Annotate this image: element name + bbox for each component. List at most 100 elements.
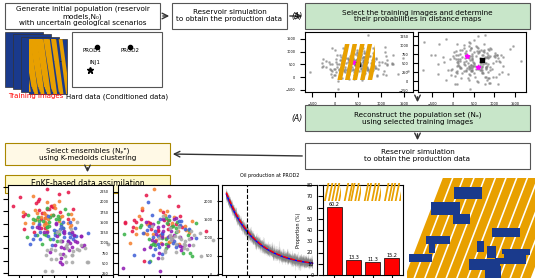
Point (471, 75, 479, 79)
Point (67, 227, 75, 231)
Point (477, 61, 485, 65)
Point (170, 217, 179, 221)
Point (485, 81, 493, 85)
Point (361, 51, 369, 56)
Point (71, 225, 79, 230)
Point (63, 212, 72, 216)
Point (382, 73, 391, 78)
True data (239, 223, 246, 226)
Point (41, 213, 50, 217)
Point (47, 247, 55, 251)
Point (451, 82, 460, 87)
Point (132, 232, 140, 236)
Point (51, 243, 59, 247)
FancyBboxPatch shape (305, 105, 530, 131)
Point (65, 231, 73, 235)
Point (461, 55, 469, 60)
Point (173, 204, 182, 208)
Point (358, 66, 367, 70)
True data (302, 260, 309, 264)
Point (52, 217, 60, 221)
Point (187, 229, 195, 234)
Point (452, 56, 460, 61)
Point (357, 63, 365, 68)
Point (83, 260, 92, 265)
Point (69, 207, 78, 211)
Text: 60.2: 60.2 (329, 202, 340, 207)
Point (355, 57, 364, 61)
Point (149, 235, 157, 239)
Point (162, 246, 171, 250)
Point (64, 190, 72, 195)
Point (465, 87, 474, 91)
Point (480, 50, 488, 54)
Point (35, 197, 43, 202)
Polygon shape (335, 183, 340, 201)
Point (348, 68, 357, 72)
Point (453, 69, 461, 74)
Point (449, 53, 457, 58)
Point (457, 55, 466, 59)
Point (49, 212, 57, 217)
Point (68, 253, 77, 258)
Point (175, 244, 184, 249)
Mean (302, 260, 309, 264)
Point (172, 222, 181, 226)
Text: 11.3: 11.3 (367, 257, 378, 262)
Point (491, 53, 499, 58)
Point (471, 43, 480, 48)
Point (48, 203, 56, 208)
Point (353, 57, 362, 61)
Point (365, 69, 374, 73)
Point (165, 234, 173, 238)
Point (349, 45, 357, 50)
Polygon shape (364, 183, 369, 201)
Point (349, 73, 358, 77)
Point (363, 66, 371, 71)
Point (177, 244, 186, 249)
Point (68, 230, 77, 234)
Point (357, 66, 366, 70)
Point (470, 62, 478, 67)
Point (20, 221, 29, 225)
Point (353, 51, 361, 55)
Point (465, 39, 473, 44)
Point (353, 54, 362, 58)
Point (151, 240, 160, 245)
Point (71, 239, 79, 243)
Polygon shape (22, 32, 35, 87)
Point (168, 236, 177, 240)
Point (360, 64, 368, 68)
Polygon shape (33, 39, 44, 94)
Polygon shape (500, 178, 535, 278)
Point (477, 68, 485, 72)
Point (478, 58, 486, 63)
Point (357, 53, 365, 58)
Point (450, 74, 459, 78)
Polygon shape (490, 178, 535, 278)
Point (477, 53, 486, 57)
Point (336, 58, 345, 63)
Text: Training images: Training images (9, 93, 64, 99)
Point (51, 206, 59, 210)
Point (338, 67, 347, 71)
Point (41, 225, 50, 230)
Point (508, 44, 517, 48)
Bar (21, 37, 59, 92)
Point (449, 56, 458, 60)
Point (503, 71, 512, 76)
Point (163, 235, 172, 240)
Polygon shape (354, 183, 360, 201)
Point (350, 52, 359, 56)
Point (452, 70, 460, 75)
Point (456, 65, 464, 69)
Point (164, 242, 173, 247)
Point (355, 69, 364, 73)
Point (189, 243, 197, 247)
Point (26, 242, 34, 246)
Point (517, 59, 525, 63)
Point (367, 61, 376, 65)
Point (154, 234, 163, 238)
Point (350, 68, 358, 72)
Point (345, 57, 353, 62)
